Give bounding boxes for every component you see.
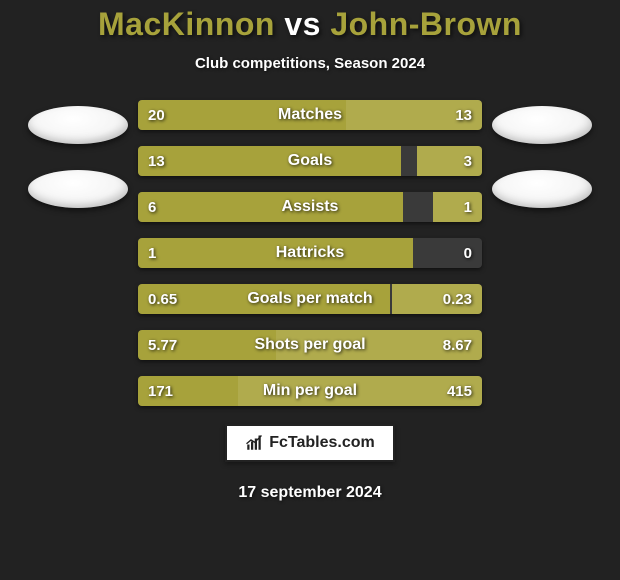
title-player1: MacKinnon bbox=[98, 6, 275, 42]
title: MacKinnon vs John-Brown bbox=[98, 6, 522, 43]
date-text: 17 september 2024 bbox=[238, 484, 381, 502]
title-vs: vs bbox=[284, 6, 321, 42]
bar-right-fill bbox=[433, 192, 482, 222]
avatar-player1-nation bbox=[28, 170, 128, 208]
bar-left-fill bbox=[138, 376, 238, 406]
bar-right-fill bbox=[276, 330, 482, 360]
stat-row: Hattricks10 bbox=[138, 238, 482, 268]
bar-right-fill bbox=[346, 100, 482, 130]
bar-right-fill bbox=[238, 376, 482, 406]
title-player2: John-Brown bbox=[330, 6, 522, 42]
bar-right-fill bbox=[417, 146, 482, 176]
bar-left-fill bbox=[138, 238, 413, 268]
avatar-col-left bbox=[26, 100, 130, 208]
avatar-player2-nation bbox=[492, 170, 592, 208]
stat-row: Matches2013 bbox=[138, 100, 482, 130]
subtitle: Club competitions, Season 2024 bbox=[195, 55, 425, 72]
stat-row: Goals per match0.650.23 bbox=[138, 284, 482, 314]
bar-left-fill bbox=[138, 192, 403, 222]
brand-badge[interactable]: FcTables.com bbox=[225, 424, 395, 462]
bar-left-fill bbox=[138, 100, 346, 130]
stat-row: Assists61 bbox=[138, 192, 482, 222]
stat-row: Min per goal171415 bbox=[138, 376, 482, 406]
avatar-col-right bbox=[490, 100, 594, 208]
avatar-player1-club bbox=[28, 106, 128, 144]
bars-container: Matches2013 Goals133 Assists61 Hattricks10 G… bbox=[138, 100, 482, 406]
bar-left-fill bbox=[138, 330, 276, 360]
brand-text: FcTables.com bbox=[269, 434, 375, 452]
stat-row: Goals133 bbox=[138, 146, 482, 176]
bar-left-fill bbox=[138, 284, 390, 314]
bar-left-fill bbox=[138, 146, 401, 176]
chart-icon bbox=[245, 434, 263, 452]
comparison-card: MacKinnon vs John-Brown Club competition… bbox=[0, 0, 620, 580]
chart-area: Matches2013 Goals133 Assists61 Hattricks10 G… bbox=[0, 100, 620, 406]
stat-row: Shots per goal5.778.67 bbox=[138, 330, 482, 360]
bar-right-fill bbox=[392, 284, 482, 314]
avatar-player2-club bbox=[492, 106, 592, 144]
